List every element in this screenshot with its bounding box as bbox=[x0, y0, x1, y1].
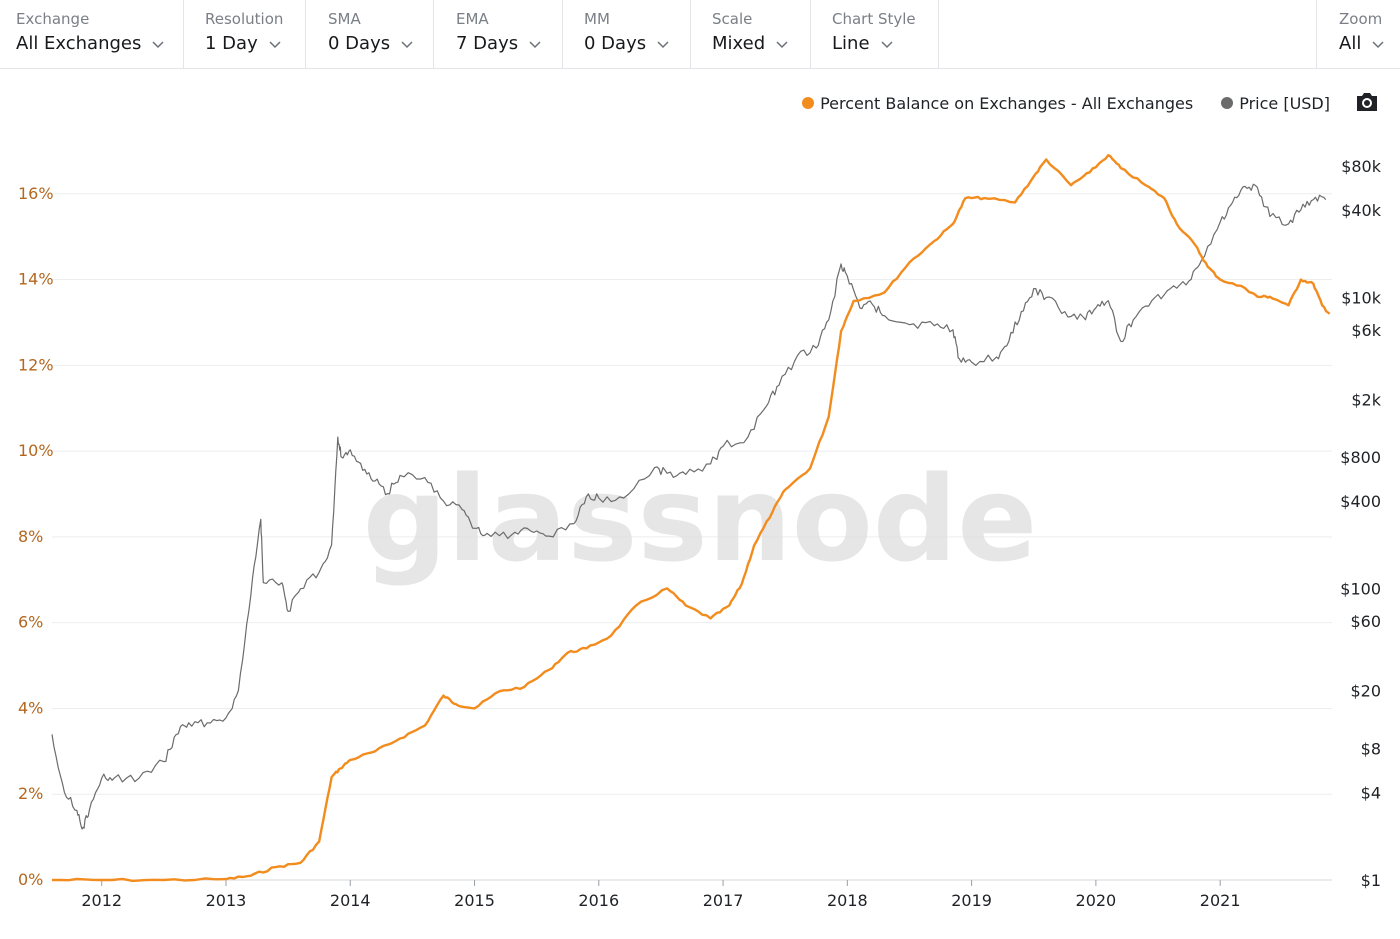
y-right-tick-label: $60 bbox=[1350, 612, 1381, 631]
y-right-tick-label: $4 bbox=[1361, 783, 1381, 802]
x-tick-label: 2021 bbox=[1200, 891, 1241, 910]
price-series-line bbox=[51, 183, 1327, 830]
sma-label: SMA bbox=[328, 10, 361, 28]
y-left-tick-label: 4% bbox=[18, 698, 43, 717]
x-tick-label: 2013 bbox=[206, 891, 247, 910]
chevron-down-icon bbox=[528, 39, 542, 49]
y-left-tick-label: 12% bbox=[18, 355, 54, 374]
legend-label-balance: Percent Balance on Exchanges - All Excha… bbox=[820, 93, 1194, 113]
y-right-tick-label: $1 bbox=[1361, 871, 1381, 890]
y-right-tick-label: $10k bbox=[1341, 288, 1382, 307]
scale-value: Mixed bbox=[712, 33, 766, 54]
y-right-tick-label: $8 bbox=[1361, 739, 1381, 758]
x-tick-label: 2017 bbox=[703, 891, 744, 910]
watermark: glassnode bbox=[363, 450, 1038, 588]
chevron-down-icon bbox=[880, 39, 894, 49]
x-tick-label: 2015 bbox=[454, 891, 495, 910]
ema-select[interactable]: EMA 7 Days bbox=[434, 0, 563, 69]
y-right-tick-label: $100 bbox=[1340, 580, 1381, 599]
scale-label: Scale bbox=[712, 10, 753, 28]
legend-label-price: Price [USD] bbox=[1239, 93, 1330, 113]
x-tick-label: 2014 bbox=[330, 891, 371, 910]
y-left-tick-label: 14% bbox=[18, 270, 54, 289]
scale-select[interactable]: Scale Mixed bbox=[691, 0, 811, 69]
chart-legend: Percent Balance on Exchanges - All Excha… bbox=[774, 90, 1330, 116]
legend-item-price[interactable]: Price [USD] bbox=[1221, 94, 1330, 113]
y-left-tick-label: 10% bbox=[18, 441, 54, 460]
balance-series-line bbox=[52, 154, 1331, 883]
mm-select[interactable]: MM 0 Days bbox=[563, 0, 691, 69]
toolbar: Exchange All Exchanges Resolution 1 Day … bbox=[0, 0, 1400, 69]
chevron-down-icon bbox=[268, 39, 282, 49]
exchange-select[interactable]: Exchange All Exchanges bbox=[0, 0, 184, 69]
legend-item-balance[interactable]: Percent Balance on Exchanges - All Excha… bbox=[802, 94, 1193, 113]
x-tick-label: 2019 bbox=[951, 891, 992, 910]
y-right-tick-label: $800 bbox=[1340, 448, 1381, 467]
x-tick-label: 2016 bbox=[578, 891, 619, 910]
y-right-tick-label: $20 bbox=[1350, 682, 1381, 701]
chart-style-select[interactable]: Chart Style Line bbox=[811, 0, 939, 69]
y-right-tick-label: $400 bbox=[1340, 492, 1381, 511]
y-left-tick-label: 0% bbox=[18, 870, 43, 889]
chart-style-label: Chart Style bbox=[832, 10, 916, 28]
y-left-tick-label: 16% bbox=[18, 184, 54, 203]
zoom-label: Zoom bbox=[1339, 10, 1383, 28]
chevron-down-icon bbox=[400, 39, 414, 49]
chevron-down-icon bbox=[656, 39, 670, 49]
mm-label: MM bbox=[584, 10, 610, 28]
sma-value: 0 Days bbox=[328, 33, 391, 54]
legend-dot-price bbox=[1221, 97, 1234, 109]
x-tick-label: 2012 bbox=[81, 891, 122, 910]
y-left-tick-label: 2% bbox=[18, 784, 43, 803]
chevron-down-icon bbox=[1371, 39, 1385, 49]
camera-icon[interactable] bbox=[1354, 90, 1380, 114]
y-right-tick-label: $80k bbox=[1341, 157, 1382, 176]
y-right-tick-label: $40k bbox=[1341, 201, 1382, 220]
y-right-tick-label: $6k bbox=[1351, 321, 1381, 340]
legend-dot-balance bbox=[802, 97, 815, 109]
zoom-select[interactable]: Zoom All bbox=[1316, 0, 1400, 69]
ema-label: EMA bbox=[456, 10, 489, 28]
y-left-tick-label: 6% bbox=[18, 613, 43, 632]
chevron-down-icon bbox=[151, 39, 165, 49]
sma-select[interactable]: SMA 0 Days bbox=[306, 0, 434, 69]
resolution-label: Resolution bbox=[205, 10, 284, 28]
resolution-select[interactable]: Resolution 1 Day bbox=[184, 0, 306, 69]
y-right-tick-label: $2k bbox=[1351, 390, 1381, 409]
x-tick-label: 2020 bbox=[1076, 891, 1117, 910]
exchange-label: Exchange bbox=[16, 10, 90, 28]
exchange-value: All Exchanges bbox=[16, 33, 142, 54]
chevron-down-icon bbox=[775, 39, 789, 49]
y-left-tick-label: 8% bbox=[18, 527, 43, 546]
x-tick-label: 2018 bbox=[827, 891, 868, 910]
resolution-value: 1 Day bbox=[205, 33, 258, 54]
zoom-value: All bbox=[1339, 33, 1362, 54]
chart-style-value: Line bbox=[832, 33, 870, 54]
mm-value: 0 Days bbox=[584, 33, 647, 54]
ema-value: 7 Days bbox=[456, 33, 519, 54]
